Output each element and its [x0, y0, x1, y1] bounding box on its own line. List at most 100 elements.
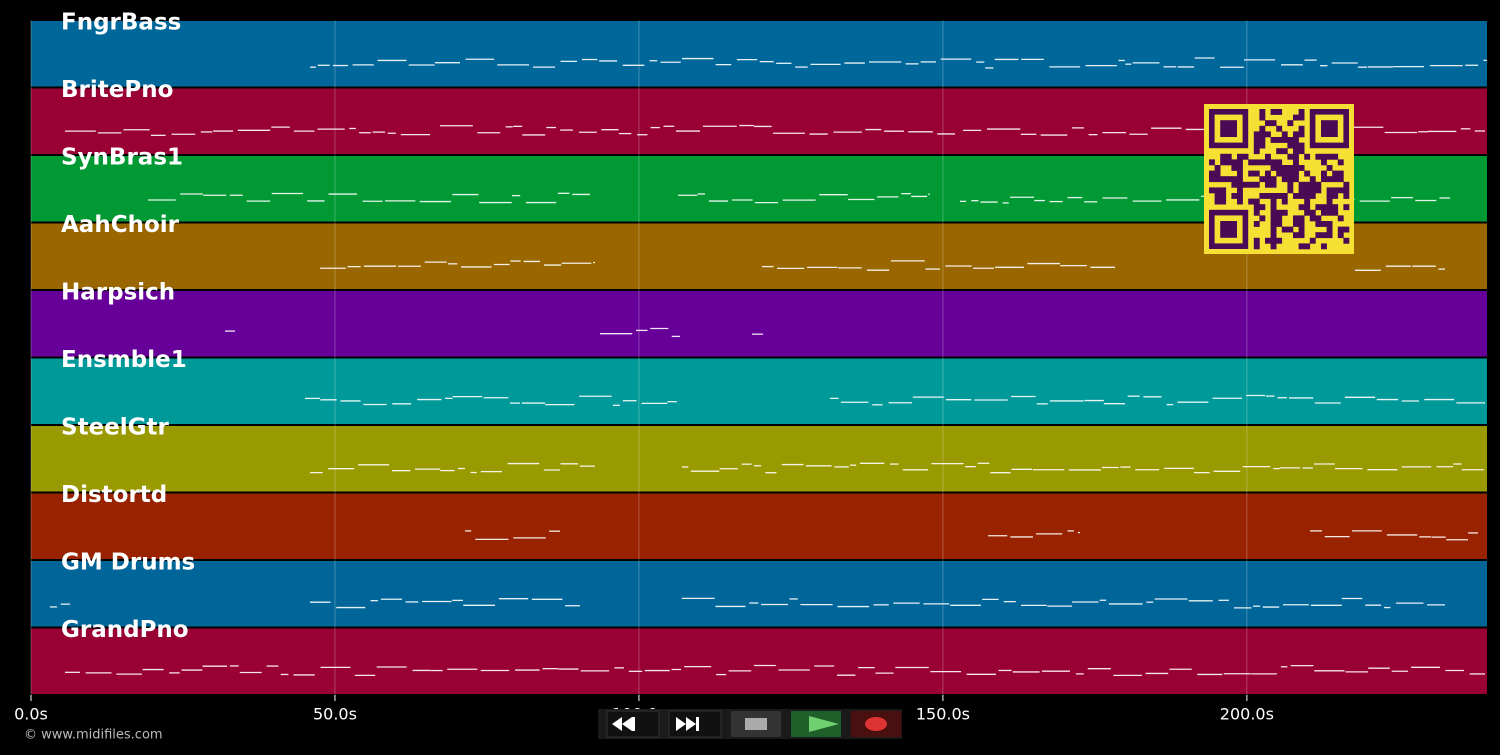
qr-cell [1259, 109, 1266, 115]
qr-cell [1259, 176, 1266, 183]
qr-cell [1293, 131, 1299, 138]
qr-cell [1270, 226, 1277, 233]
qr-cell [1293, 159, 1299, 166]
qr-cell [1209, 170, 1215, 177]
qr-cell [1293, 170, 1299, 177]
qr-cell [1321, 153, 1327, 160]
qr-cell [1309, 176, 1316, 183]
qr-cell [1293, 148, 1299, 155]
track-lane [31, 493, 1487, 559]
qr-cell [1332, 193, 1339, 199]
qr-cell [1287, 142, 1294, 149]
qr-cell [1253, 131, 1260, 138]
qr-cell [1253, 198, 1260, 205]
track-name: Ensmble1 [61, 347, 187, 373]
qr-cell [1259, 193, 1266, 199]
qr-cell [1298, 181, 1305, 188]
qr-cell [1270, 204, 1277, 211]
qr-cell [1326, 176, 1333, 183]
qr-cell [1315, 181, 1322, 188]
qr-cell [1321, 221, 1327, 227]
qr-cell [1270, 137, 1277, 143]
track-name: GrandPno [61, 617, 189, 643]
qr-cell [1259, 142, 1266, 149]
qr-cell [1309, 215, 1316, 222]
qr-cell [1309, 193, 1316, 199]
qr-cell [1253, 159, 1260, 166]
play-button[interactable] [791, 711, 841, 737]
qr-cell [1270, 232, 1277, 239]
qr-cell [1209, 176, 1215, 183]
qr-cell [1248, 181, 1255, 188]
qr-cell [1298, 148, 1305, 155]
x-tick-label: 200.0s [1220, 705, 1274, 724]
qr-cell [1293, 221, 1299, 227]
qr-cell [1225, 159, 1232, 166]
track-name: BritePno [61, 77, 173, 103]
qr-cell [1343, 237, 1350, 244]
qr-cell [1253, 148, 1260, 155]
qr-cell [1326, 165, 1333, 171]
qr-cell [1209, 187, 1215, 194]
qr-cell [1276, 148, 1283, 155]
qr-cell [1248, 159, 1255, 166]
qr-cell [1315, 215, 1322, 222]
qr-cell [1326, 187, 1333, 194]
qr-cell [1337, 187, 1344, 194]
track-lane [31, 561, 1487, 627]
qr-cell [1326, 221, 1333, 227]
qr-cell [1248, 198, 1255, 205]
qr-cell [1321, 243, 1327, 250]
qr-cell [1298, 193, 1305, 199]
qr-cell [1253, 181, 1260, 188]
qr-cell [1231, 176, 1238, 183]
qr-cell [1343, 226, 1350, 233]
track-lane [31, 628, 1487, 694]
qr-cell [1287, 176, 1294, 183]
qr-cell [1281, 198, 1288, 205]
track-name: GM Drums [61, 550, 195, 576]
qr-cell [1253, 204, 1260, 211]
qr-cell [1337, 176, 1344, 183]
qr-cell [1281, 131, 1288, 138]
qr-cell [1326, 226, 1333, 233]
qr-cell [1343, 204, 1350, 211]
qr-cell [1253, 142, 1260, 149]
qr-cell [1214, 193, 1221, 199]
qr-cell [1332, 176, 1339, 183]
qr-cell [1293, 165, 1299, 171]
qr-cell [1287, 187, 1294, 194]
rewind-button[interactable] [606, 710, 660, 738]
fast-forward-button[interactable] [668, 710, 722, 738]
qr-cell [1304, 170, 1311, 177]
qr-cell [1304, 209, 1311, 216]
stop-button[interactable] [731, 711, 781, 737]
qr-cell [1321, 209, 1327, 216]
qr-cell [1332, 153, 1339, 160]
qr-cell [1231, 193, 1238, 199]
qr-cell [1326, 204, 1333, 211]
qr-cell [1281, 193, 1288, 199]
qr-finder [1220, 120, 1237, 137]
qr-cell [1237, 153, 1243, 160]
qr-cell [1304, 243, 1311, 250]
qr-finder [1321, 120, 1338, 137]
qr-cell [1293, 137, 1299, 143]
qr-cell [1265, 181, 1271, 188]
qr-cell [1281, 176, 1288, 183]
qr-cell [1225, 153, 1232, 160]
qr-cell [1276, 209, 1283, 216]
record-button[interactable] [851, 711, 901, 737]
qr-cell [1214, 176, 1221, 183]
qr-cell [1265, 176, 1271, 183]
qr-cell [1270, 221, 1277, 227]
qr-cell [1270, 120, 1277, 127]
qr-cell [1270, 176, 1277, 183]
qr-cell [1253, 137, 1260, 143]
qr-cell [1321, 232, 1327, 239]
qr-cell [1281, 226, 1288, 233]
qr-cell [1253, 243, 1260, 250]
qr-cell [1315, 187, 1322, 194]
